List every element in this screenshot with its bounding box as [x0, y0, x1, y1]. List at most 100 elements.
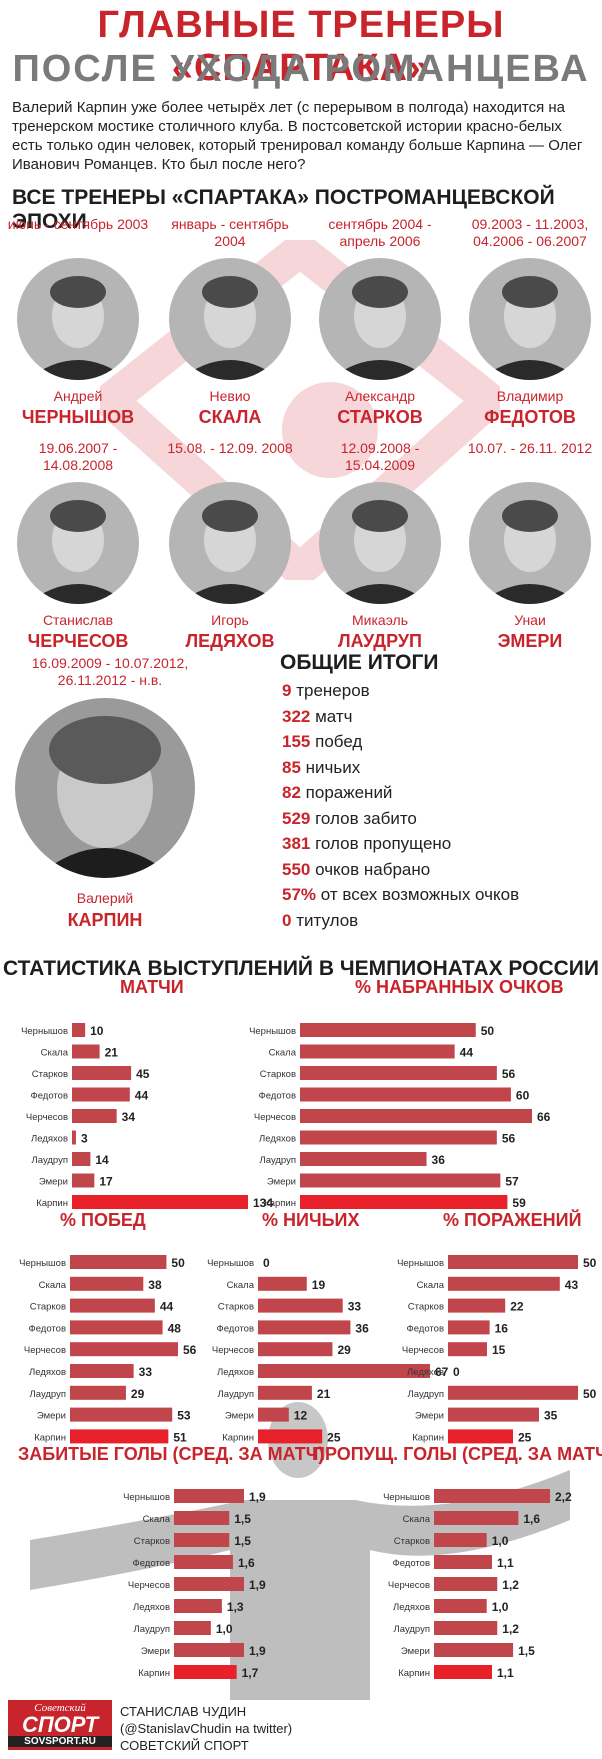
coach-last-name: ЧЕРЧЕСОВ: [27, 631, 129, 651]
value-label: 45: [136, 1067, 150, 1081]
bar: [300, 1087, 511, 1102]
bar: [174, 1621, 211, 1635]
bar: [434, 1577, 498, 1591]
value-label: 59: [512, 1196, 526, 1210]
bar: [70, 1364, 134, 1378]
category-label: Федотов: [393, 1558, 431, 1569]
coach-last-name: ЭМЕРИ: [497, 631, 563, 651]
value-label: 1,2: [502, 1578, 519, 1592]
totals-value: 82: [282, 783, 301, 802]
totals-label: тренеров: [296, 681, 370, 700]
category-label: Чернышов: [123, 1492, 170, 1503]
coach-tenure-date: сентябрь 2004 - апрель 2006: [328, 216, 432, 249]
bar: [434, 1599, 487, 1613]
totals-item: 82 поражений: [282, 783, 392, 803]
value-label: 38: [148, 1278, 162, 1292]
karpin-last-name: КАРПИН: [67, 910, 143, 930]
karpin-first-name: Валерий: [76, 890, 134, 906]
coach-tenure-date: июнь - сентябрь 2003: [7, 216, 149, 232]
totals-label: матч: [315, 706, 353, 726]
sovsport-logo: Советский СПОРТ SOVSPORT.RU: [8, 1700, 112, 1750]
bar: [174, 1533, 230, 1547]
bar: [174, 1599, 222, 1613]
bar: [174, 1489, 244, 1503]
totals-value: 529: [282, 808, 311, 828]
coach-last-name: ФЕДОТОВ: [484, 407, 576, 427]
coach-tenure-date: январь - сентябрь 2004: [171, 216, 289, 249]
bar: [434, 1489, 550, 1503]
bar: [174, 1555, 233, 1569]
value-label: 33: [139, 1365, 153, 1379]
category-label: Эмери: [37, 1411, 66, 1422]
coach-last-name: СКАЛА: [198, 407, 262, 427]
category-label: Черчесов: [24, 1345, 66, 1356]
value-label: 1,7: [242, 1666, 259, 1680]
value-label: 43: [565, 1278, 579, 1292]
bar: [174, 1643, 244, 1657]
coach-photo: [469, 482, 591, 604]
category-label: Скала: [417, 1280, 445, 1291]
category-label: Старков: [260, 1069, 296, 1080]
category-label: Старков: [394, 1536, 430, 1547]
bar: [258, 1276, 307, 1291]
totals-value: 57%: [282, 885, 317, 904]
value-label: 1,6: [523, 1512, 540, 1526]
category-label: Черчесов: [26, 1112, 68, 1123]
totals-item: 9 тренеров: [282, 681, 370, 701]
coach-first-name: Унаи: [514, 612, 546, 628]
logo-line3: SOVSPORT.RU: [8, 1736, 112, 1747]
page-subtitle: ПОСЛЕ УХОДА РОМАНЦЕВА: [12, 48, 590, 90]
category-label: Ледяхов: [259, 1134, 296, 1145]
chart-title: % НАБРАННЫХ ОЧКОВ: [355, 977, 564, 997]
value-label: 44: [135, 1089, 149, 1103]
bar: [434, 1555, 492, 1569]
value-label: 0: [263, 1256, 270, 1270]
value-label: 34: [122, 1110, 136, 1124]
value-label: 29: [337, 1343, 351, 1357]
totals-label: очков набрано: [315, 859, 431, 879]
bar: [434, 1643, 514, 1657]
value-label: 67: [435, 1365, 449, 1379]
totals-value: 381: [282, 834, 311, 853]
credit-publication: СОВЕТСКИЙ СПОРТ: [120, 1738, 249, 1753]
value-label: 21: [317, 1387, 331, 1401]
category-label: Чернышов: [19, 1258, 66, 1269]
bar: [72, 1023, 86, 1037]
value-label: 2,2: [555, 1490, 572, 1504]
bar: [70, 1320, 163, 1335]
totals-label: ничьих: [305, 757, 361, 777]
bar: [448, 1276, 560, 1291]
value-label: 1,1: [497, 1666, 514, 1680]
bar: [448, 1429, 513, 1444]
category-label: Лаудруп: [30, 1389, 66, 1400]
coach-photo: [169, 258, 291, 380]
bar: [258, 1364, 430, 1378]
value-label: 0: [453, 1365, 460, 1379]
value-label: 60: [516, 1089, 530, 1103]
bar: [434, 1665, 492, 1679]
value-label: 19: [312, 1278, 326, 1292]
chart-title: % ПОБЕД: [60, 1210, 146, 1230]
bar: [72, 1130, 76, 1145]
bar: [70, 1429, 169, 1444]
category-label: Чернышов: [383, 1492, 430, 1503]
bar: [72, 1173, 95, 1188]
value-label: 56: [502, 1067, 516, 1081]
bar: [448, 1342, 487, 1357]
bar: [300, 1152, 427, 1166]
value-label: 44: [460, 1046, 474, 1060]
category-label: Федотов: [31, 1091, 69, 1102]
category-label: Карпин: [36, 1198, 68, 1209]
value-label: 36: [432, 1153, 446, 1167]
totals-value: 9: [282, 681, 292, 700]
coach-first-name: Андрей: [53, 388, 103, 404]
totals-value: 550: [282, 859, 311, 879]
bar: [72, 1195, 248, 1209]
category-label: Карпин: [264, 1198, 296, 1209]
category-label: Лаудруп: [32, 1155, 68, 1166]
category-label: Эмери: [267, 1177, 296, 1188]
value-label: 1,9: [249, 1490, 266, 1504]
category-label: Чернышов: [21, 1026, 68, 1037]
category-label: Старков: [30, 1302, 66, 1313]
chart-title: ЗАБИТЫЕ ГОЛЫ (СРЕД. ЗА МАТЧ): [18, 1444, 324, 1464]
